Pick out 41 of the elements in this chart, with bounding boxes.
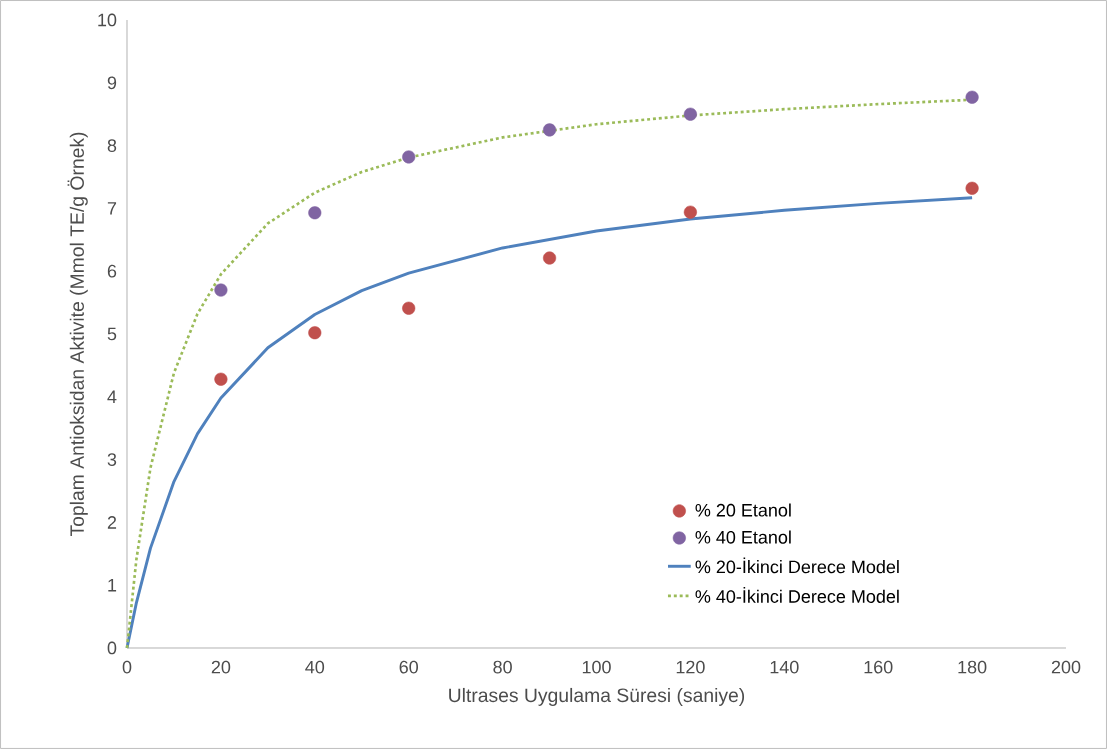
- y-tick-label: 6: [107, 264, 117, 278]
- legend-label: % 20-İkinci Derece Model: [695, 557, 899, 574]
- point: [402, 301, 416, 315]
- y-tick-label: 3: [107, 453, 117, 466]
- x-tick-label: 20: [211, 660, 231, 674]
- x-tick-label: 120: [676, 660, 705, 674]
- y-tick-label: 1: [108, 579, 117, 592]
- x-tick-label: 180: [958, 660, 987, 674]
- y-tick-label: 4: [107, 390, 117, 403]
- x-tick-label: 100: [582, 660, 611, 674]
- y-axis-title: Toplam Antioksidan Aktivite (Mmol TE/g Örnek): [67, 132, 88, 537]
- x-tick-label: 160: [864, 660, 893, 674]
- x-tick-label: 80: [493, 660, 512, 674]
- x-axis-title: Ultrases Uygulama Süresi (saniye): [449, 687, 745, 706]
- line-series: [125, 196, 974, 650]
- point: [965, 90, 979, 104]
- y-tick-label: 8: [107, 139, 117, 152]
- point: [965, 181, 979, 195]
- point: [214, 372, 228, 386]
- x-tick-label: 140: [770, 660, 799, 674]
- y-tick-label: 2: [107, 516, 117, 529]
- y-tick-label: 10: [98, 13, 117, 27]
- x-tick-label: 200: [1051, 660, 1081, 674]
- point: [308, 326, 322, 340]
- point: [543, 123, 557, 137]
- x-tick-label: 40: [305, 660, 325, 674]
- y-tick-label: 7: [107, 202, 117, 215]
- legend-label: % 40-İkinci Derece Model: [695, 587, 899, 603]
- x-tick-label: 60: [399, 660, 419, 674]
- y-tick-label: 5: [107, 327, 117, 341]
- x-tick-label: 0: [122, 660, 132, 674]
- point: [543, 251, 557, 265]
- point: [683, 205, 697, 219]
- legend-label: % 40 Etanol: [695, 530, 791, 544]
- point: [402, 150, 416, 164]
- y-tick-label: 0: [107, 641, 117, 655]
- legend-label: % 20 Etanol: [695, 503, 791, 517]
- point: [308, 206, 322, 220]
- point: [214, 283, 228, 297]
- y-tick-label: 9: [107, 76, 117, 90]
- point: [683, 107, 697, 121]
